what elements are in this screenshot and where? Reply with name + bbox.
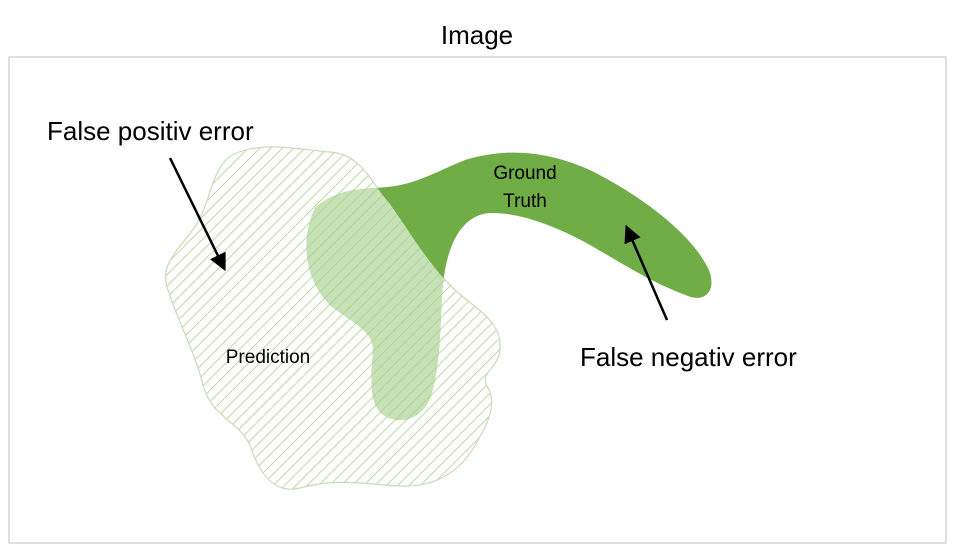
image-frame bbox=[8, 56, 947, 544]
false-negative-label: False negativ error bbox=[580, 342, 797, 372]
ground-truth-label-line2: Truth bbox=[503, 191, 547, 212]
false-negative-arrow bbox=[624, 224, 669, 321]
false-positive-arrow bbox=[168, 157, 226, 272]
diagram-title: Image bbox=[441, 20, 513, 50]
prediction-label: Prediction bbox=[226, 347, 311, 368]
ground-truth-label-line1: Ground bbox=[493, 163, 556, 184]
false-positive-label: False positiv error bbox=[47, 116, 254, 146]
